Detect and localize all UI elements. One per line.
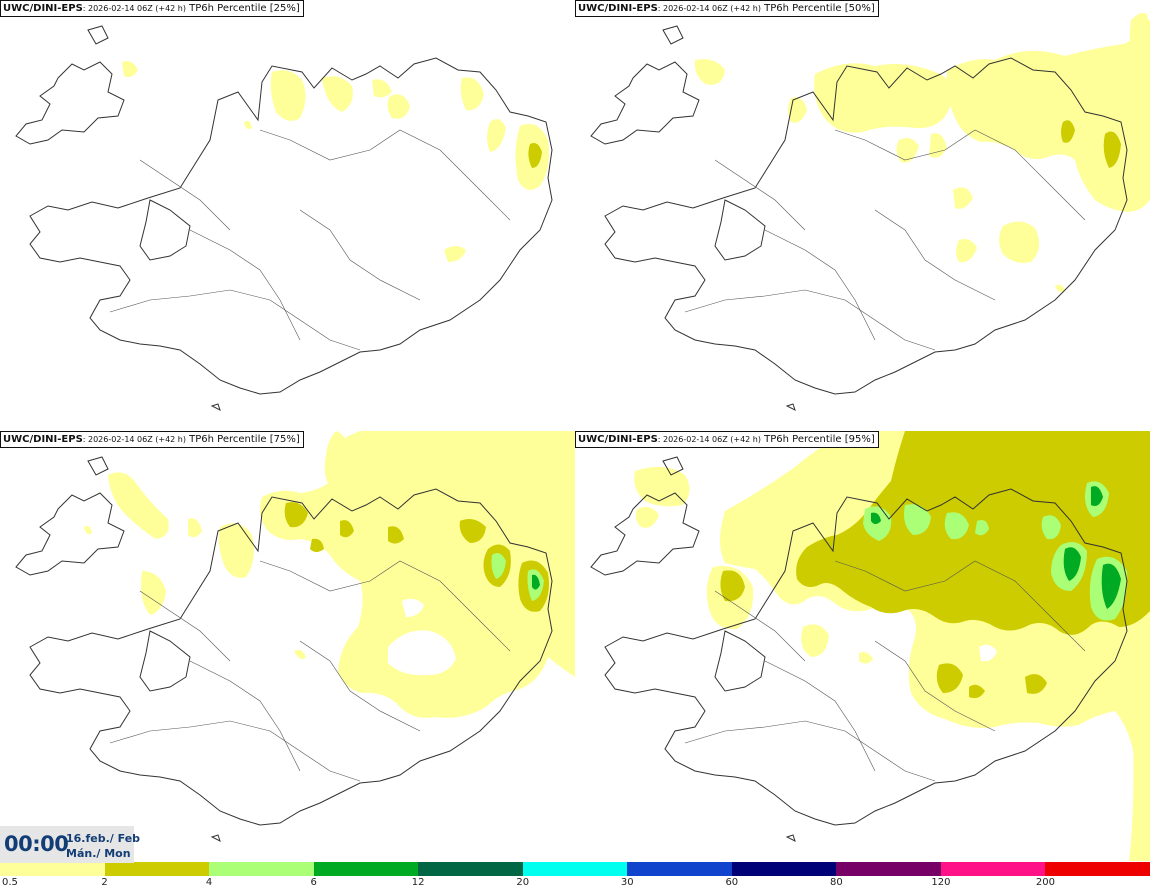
precip-field-light	[122, 61, 549, 262]
colorbar-swatch	[104, 862, 210, 876]
colorbar-swatches	[0, 862, 1150, 876]
coastline	[590, 488, 1128, 826]
precip-field-light	[694, 12, 1150, 293]
colorbar-tick-label: 12	[411, 877, 425, 888]
road-network	[109, 560, 511, 782]
valid-time-box: 00:00 16.feb./ Feb Mán./ Mon	[0, 826, 140, 863]
run-label: : 2026-02-14 06Z (+42 h)	[657, 4, 761, 13]
product-label: TP6h Percentile [95%]	[760, 434, 875, 445]
run-label: : 2026-02-14 06Z (+42 h)	[657, 435, 761, 444]
colorbar-tick-label: 120	[931, 877, 951, 888]
product-label: TP6h Percentile [25%]	[185, 3, 300, 14]
model-label: UWC/DINI-EPS	[3, 3, 83, 14]
colorbar-swatch	[0, 862, 105, 876]
run-label: : 2026-02-14 06Z (+42 h)	[82, 435, 186, 444]
colorbar-swatch	[1045, 862, 1150, 876]
precip-field-green	[532, 574, 540, 590]
colorbar-ticks: 0.5 2 4 6 12 20 30 60 80 120 200	[0, 876, 1150, 891]
islands	[87, 456, 221, 842]
map-panel-p50: UWC/DINI-EPS: 2026-02-14 06Z (+42 h) TP6…	[575, 0, 1150, 430]
islands	[662, 25, 796, 411]
road-network	[109, 129, 511, 351]
colorbar-swatch	[522, 862, 628, 876]
islands	[662, 456, 796, 842]
run-label: : 2026-02-14 06Z (+42 h)	[82, 4, 186, 13]
colorbar-tick-label: 4	[205, 877, 213, 888]
coastline	[15, 57, 553, 395]
precip-field-green	[871, 486, 1121, 609]
colorbar-tick-label: 60	[725, 877, 739, 888]
panel-title: UWC/DINI-EPS: 2026-02-14 06Z (+42 h) TP6…	[575, 431, 879, 448]
colorbar-swatch	[209, 862, 314, 876]
colorbar-swatch	[940, 862, 1046, 876]
model-label: UWC/DINI-EPS	[3, 434, 83, 445]
model-label: UWC/DINI-EPS	[578, 434, 658, 445]
precip-map-p50	[590, 12, 1150, 411]
coastline	[590, 57, 1128, 395]
colorbar-tick-label: 30	[620, 877, 634, 888]
precip-field-white-hole	[388, 598, 456, 676]
valid-time-hour: 00:00	[4, 832, 69, 856]
map-panel-p95: UWC/DINI-EPS: 2026-02-14 06Z (+42 h) TP6…	[575, 431, 1150, 861]
colorbar-tick-label: 20	[516, 877, 530, 888]
valid-day-label: Mán./ Mon	[66, 847, 131, 860]
islands	[87, 25, 221, 411]
precip-map-p95	[590, 431, 1150, 861]
product-label: TP6h Percentile [75%]	[185, 434, 300, 445]
colorbar-tick-label: 0.5	[2, 877, 18, 888]
panel-title: UWC/DINI-EPS: 2026-02-14 06Z (+42 h) TP6…	[0, 0, 304, 17]
precip-field-white-hole	[979, 644, 997, 662]
precip-colorbar: 0.5 2 4 6 12 20 30 60 80 120 200	[0, 862, 1150, 891]
valid-time-date: 16.feb./ Feb Mán./ Mon	[66, 831, 140, 861]
colorbar-swatch	[313, 862, 419, 876]
road-network	[684, 129, 1086, 351]
panel-title: UWC/DINI-EPS: 2026-02-14 06Z (+42 h) TP6…	[0, 431, 304, 448]
road-network	[684, 560, 1086, 782]
precip-map-p25	[15, 25, 553, 411]
map-panel-p75: UWC/DINI-EPS: 2026-02-14 06Z (+42 h) TP6…	[0, 431, 575, 861]
valid-date-label: 16.feb./ Feb	[66, 832, 141, 845]
product-label: TP6h Percentile [50%]	[760, 3, 875, 14]
precip-map-p75	[15, 431, 575, 842]
precip-field-medium	[528, 143, 542, 168]
colorbar-tick-label: 200	[1035, 877, 1055, 888]
map-panel-p25: UWC/DINI-EPS: 2026-02-14 06Z (+42 h) TP6…	[0, 0, 575, 430]
colorbar-tick-label: 6	[310, 877, 317, 888]
colorbar-swatch	[627, 862, 732, 876]
precip-field-medium	[1061, 120, 1121, 168]
coastline	[15, 488, 553, 826]
colorbar-swatch	[418, 862, 523, 876]
model-label: UWC/DINI-EPS	[578, 3, 658, 14]
panel-title: UWC/DINI-EPS: 2026-02-14 06Z (+42 h) TP6…	[575, 0, 879, 17]
colorbar-tick-label: 80	[829, 877, 843, 888]
colorbar-swatch	[836, 862, 941, 876]
colorbar-swatch	[731, 862, 837, 876]
colorbar-tick-label: 2	[101, 877, 108, 888]
